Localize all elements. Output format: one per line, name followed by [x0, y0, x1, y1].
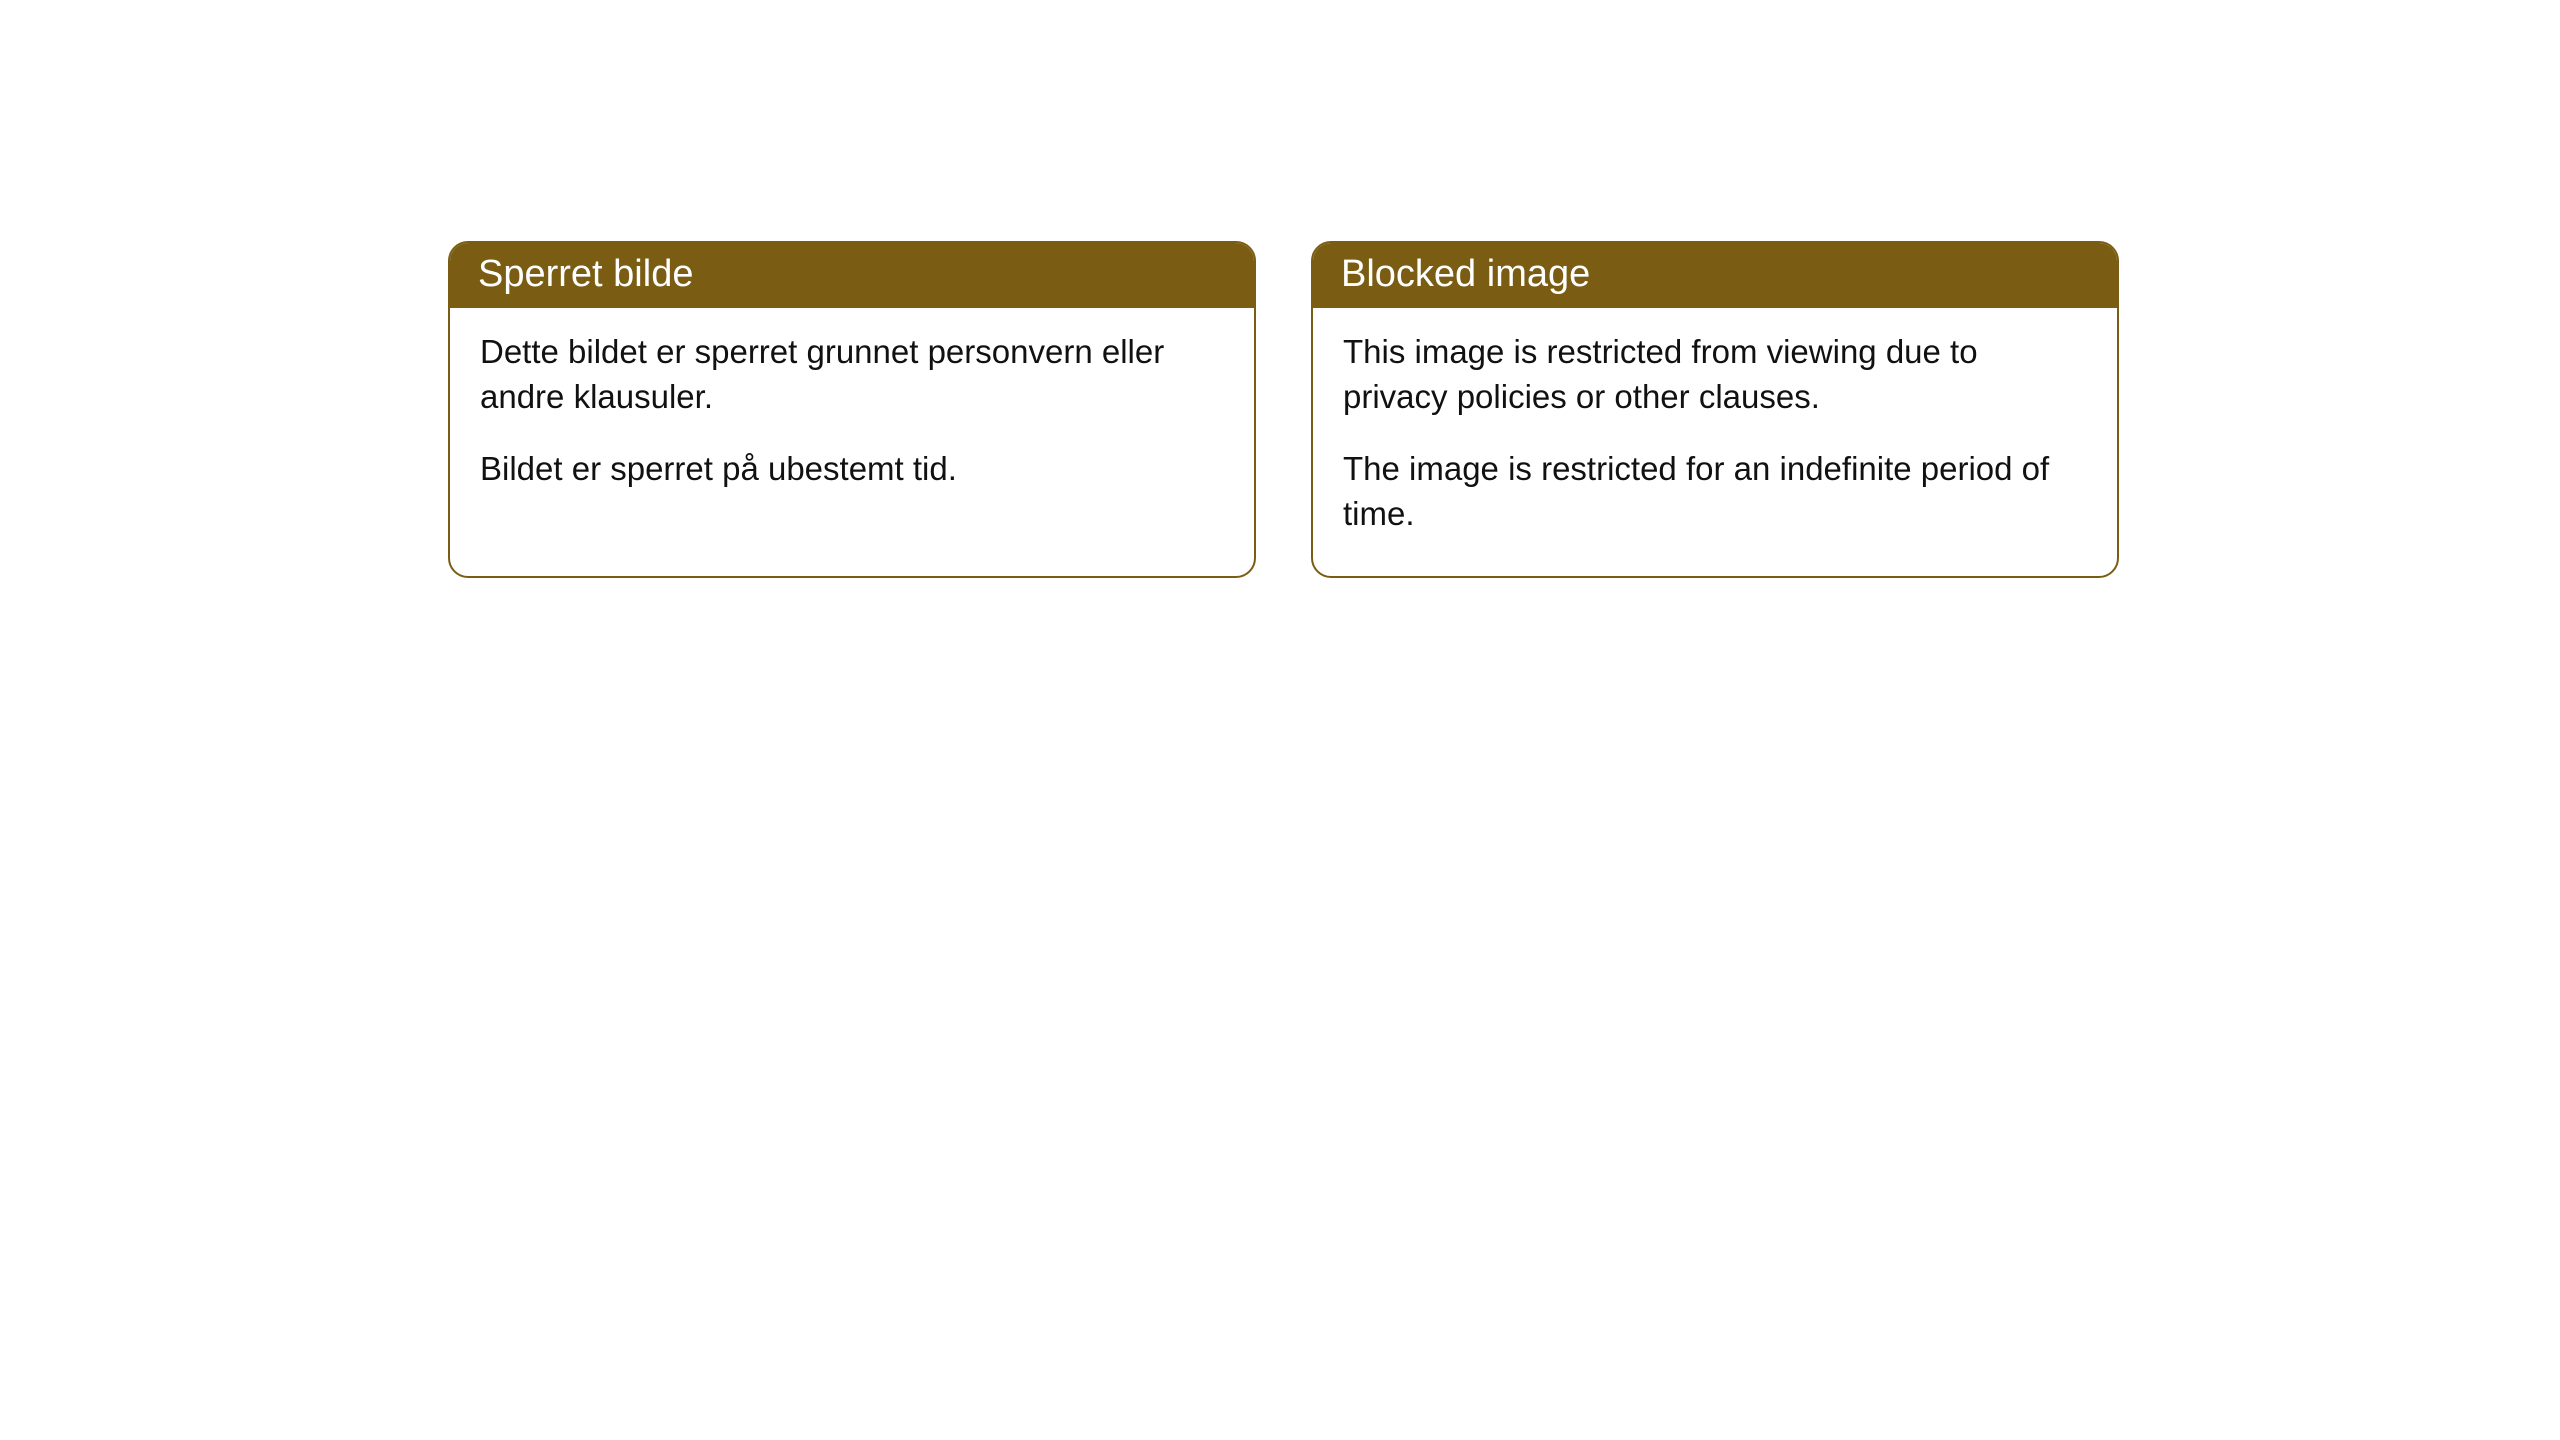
notice-card-norwegian: Sperret bilde Dette bildet er sperret gr…	[448, 241, 1256, 578]
notice-card-english: Blocked image This image is restricted f…	[1311, 241, 2119, 578]
card-title: Sperret bilde	[450, 243, 1254, 308]
card-paragraph: The image is restricted for an indefinit…	[1343, 447, 2087, 536]
card-paragraph: Bildet er sperret på ubestemt tid.	[480, 447, 1224, 492]
card-title: Blocked image	[1313, 243, 2117, 308]
card-body: This image is restricted from viewing du…	[1313, 308, 2117, 576]
notice-container: Sperret bilde Dette bildet er sperret gr…	[448, 241, 2119, 578]
card-paragraph: Dette bildet er sperret grunnet personve…	[480, 330, 1224, 419]
card-paragraph: This image is restricted from viewing du…	[1343, 330, 2087, 419]
card-body: Dette bildet er sperret grunnet personve…	[450, 308, 1254, 532]
